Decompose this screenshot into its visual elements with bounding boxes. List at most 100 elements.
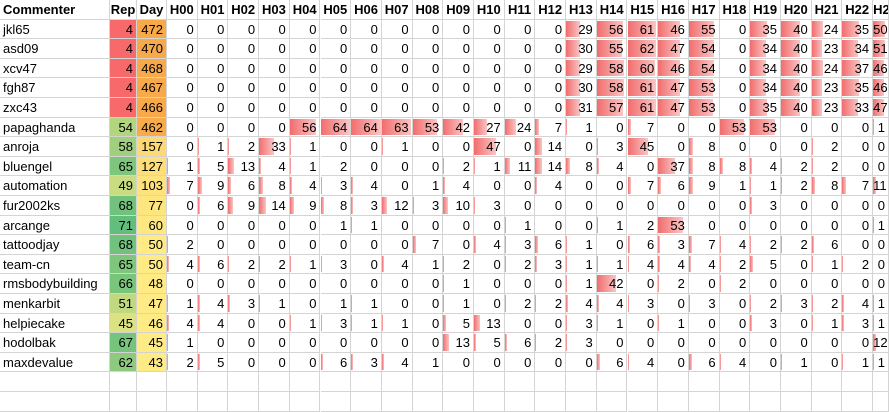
hour-cell[interactable]: 2 [658,274,689,294]
hour-cell[interactable]: 8 [259,176,290,196]
hour-cell[interactable]: 0 [321,274,352,294]
hour-cell[interactable]: 0 [413,78,444,98]
empty-cell[interactable] [198,392,229,412]
hour-cell[interactable]: 13 [474,314,505,334]
hour-cell[interactable]: 0 [413,333,444,353]
hour-cell[interactable]: 42 [597,274,628,294]
hour-cell[interactable]: 0 [351,333,382,353]
hour-cell[interactable]: 6 [198,255,229,275]
hour-cell[interactable]: 1 [167,333,198,353]
hour-cell[interactable]: 3 [321,314,352,334]
hour-cell[interactable]: 0 [873,255,889,275]
column-header[interactable]: H06 [351,0,382,20]
hour-cell[interactable]: 0 [474,20,505,40]
hour-cell[interactable]: 12 [873,333,889,353]
hour-cell[interactable]: 0 [720,137,751,157]
hour-cell[interactable]: 1 [750,176,781,196]
hour-cell[interactable]: 0 [198,59,229,79]
hour-cell[interactable]: 0 [228,353,259,373]
hour-cell[interactable]: 0 [689,216,720,236]
column-header[interactable]: H09 [443,0,474,20]
hour-cell[interactable]: 7 [628,118,659,138]
hour-cell[interactable]: 1 [873,216,889,236]
hour-cell[interactable]: 37 [842,59,873,79]
hour-cell[interactable]: 4 [566,294,597,314]
hour-cell[interactable]: 0 [413,216,444,236]
rep-cell[interactable]: 66 [110,274,137,294]
column-header[interactable]: H11 [505,0,536,20]
hour-cell[interactable]: 7 [413,235,444,255]
hour-cell[interactable]: 4 [351,176,382,196]
hour-cell[interactable]: 34 [750,59,781,79]
hour-cell[interactable]: 0 [167,137,198,157]
hour-cell[interactable]: 0 [382,333,413,353]
hour-cell[interactable]: 7 [535,118,566,138]
empty-cell[interactable] [842,372,873,392]
hour-cell[interactable]: 1 [873,314,889,334]
hour-cell[interactable]: 0 [351,39,382,59]
hour-cell[interactable]: 0 [259,98,290,118]
hour-cell[interactable]: 0 [228,216,259,236]
hour-cell[interactable]: 40 [781,78,812,98]
hour-cell[interactable]: 35 [842,78,873,98]
hour-cell[interactable]: 1 [290,137,321,157]
hour-cell[interactable]: 63 [382,118,413,138]
hour-cell[interactable]: 35 [842,20,873,40]
hour-cell[interactable]: 0 [443,39,474,59]
hour-cell[interactable]: 3 [750,314,781,334]
hour-cell[interactable]: 3 [413,196,444,216]
day-cell[interactable]: 103 [137,176,167,196]
hour-cell[interactable]: 0 [873,274,889,294]
hour-cell[interactable]: 1 [290,255,321,275]
hour-cell[interactable]: 8 [689,157,720,177]
hour-cell[interactable]: 0 [781,274,812,294]
hour-cell[interactable]: 0 [750,353,781,373]
day-cell[interactable]: 50 [137,255,167,275]
hour-cell[interactable]: 0 [873,137,889,157]
hour-cell[interactable]: 37 [658,157,689,177]
hour-cell[interactable]: 0 [290,78,321,98]
commenter-name[interactable]: hodolbak [0,333,110,353]
hour-cell[interactable]: 1 [167,157,198,177]
hour-cell[interactable]: 9 [290,196,321,216]
commenter-name[interactable]: rmsbodybuilding [0,274,110,294]
hour-cell[interactable]: 0 [443,353,474,373]
hour-cell[interactable]: 0 [228,314,259,334]
hour-cell[interactable]: 2 [167,235,198,255]
commenter-name[interactable]: papaghanda [0,118,110,138]
hour-cell[interactable]: 51 [873,39,889,59]
hour-cell[interactable]: 8 [812,176,843,196]
hour-cell[interactable]: 0 [689,196,720,216]
hour-cell[interactable]: 14 [535,157,566,177]
hour-cell[interactable]: 13 [443,333,474,353]
hour-cell[interactable]: 0 [505,137,536,157]
hour-cell[interactable]: 0 [720,294,751,314]
hour-cell[interactable]: 0 [259,216,290,236]
hour-cell[interactable]: 1 [842,353,873,373]
hour-cell[interactable]: 0 [597,333,628,353]
hour-cell[interactable]: 47 [474,137,505,157]
hour-cell[interactable]: 0 [505,353,536,373]
hour-cell[interactable]: 23 [812,98,843,118]
hour-cell[interactable]: 0 [259,333,290,353]
hour-cell[interactable]: 4 [597,157,628,177]
hour-cell[interactable]: 1 [443,274,474,294]
hour-cell[interactable]: 0 [474,98,505,118]
hour-cell[interactable]: 0 [842,137,873,157]
hour-cell[interactable]: 24 [812,20,843,40]
hour-cell[interactable]: 9 [198,176,229,196]
hour-cell[interactable]: 4 [658,255,689,275]
empty-cell[interactable] [0,372,110,392]
hour-cell[interactable]: 0 [443,78,474,98]
hour-cell[interactable]: 0 [628,157,659,177]
hour-cell[interactable]: 0 [842,157,873,177]
column-header[interactable]: H18 [720,0,751,20]
hour-cell[interactable]: 2 [443,157,474,177]
hour-cell[interactable]: 4 [382,255,413,275]
hour-cell[interactable]: 53 [689,78,720,98]
day-cell[interactable]: 470 [137,39,167,59]
hour-cell[interactable]: 40 [781,98,812,118]
hour-cell[interactable]: 42 [443,118,474,138]
commenter-name[interactable]: arcange [0,216,110,236]
hour-cell[interactable]: 0 [474,353,505,373]
